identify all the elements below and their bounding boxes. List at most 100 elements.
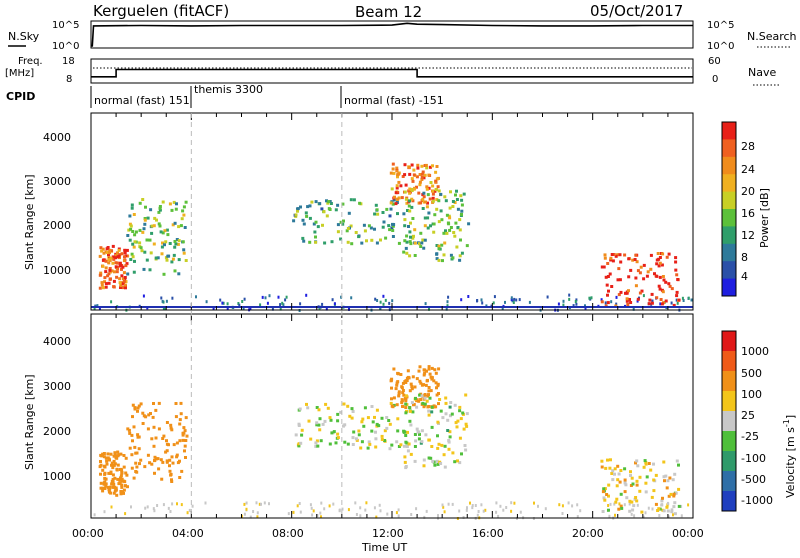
echo-cell-260 bbox=[137, 404, 141, 408]
echo-cell-129 bbox=[359, 514, 362, 518]
echo-cell-687 bbox=[443, 444, 447, 448]
echo-cell-678 bbox=[449, 253, 453, 257]
echo-cell-372 bbox=[374, 445, 378, 449]
power-cbar-tick-20: 20 bbox=[741, 185, 755, 198]
echo-cell-657 bbox=[431, 459, 435, 463]
echo-cell-473 bbox=[371, 420, 375, 424]
echo-cell-416 bbox=[296, 207, 300, 211]
echo-cell-182 bbox=[119, 476, 122, 480]
echo-cell-581 bbox=[416, 166, 420, 170]
echo-cell-39 bbox=[588, 296, 591, 300]
power-cbar-swatch-4 bbox=[722, 191, 736, 210]
echo-cell-502 bbox=[410, 385, 414, 389]
echo-cell-271 bbox=[136, 406, 140, 410]
echo-cell-32 bbox=[205, 300, 208, 304]
echo-cell-352 bbox=[161, 200, 165, 204]
echo-cell-644 bbox=[451, 451, 455, 455]
echo-cell-284 bbox=[153, 216, 157, 220]
echo-cell-56 bbox=[222, 301, 225, 305]
echo-cell-692 bbox=[419, 231, 423, 235]
echo-cell-127 bbox=[510, 296, 513, 300]
echo-cell-419 bbox=[405, 240, 409, 244]
echo-cell-142 bbox=[188, 508, 191, 512]
echo-cell-405 bbox=[396, 429, 400, 433]
noise-right-tick-top: 10^5 bbox=[707, 20, 734, 31]
echo-cell-488 bbox=[418, 365, 422, 369]
echo-cell-287 bbox=[181, 438, 185, 442]
echo-cell-534 bbox=[404, 183, 408, 187]
echo-cell-366 bbox=[174, 207, 178, 211]
station-title: Kerguelen (fitACF) bbox=[93, 2, 229, 20]
echo-cell-625 bbox=[459, 238, 462, 242]
echo-cell-787 bbox=[661, 275, 665, 278]
echo-cell-472 bbox=[336, 203, 340, 207]
echo-cell-199 bbox=[112, 482, 116, 486]
echo-cell-635 bbox=[455, 189, 458, 193]
echo-cell-383 bbox=[302, 239, 306, 243]
echo-cell-339 bbox=[156, 256, 160, 260]
echo-cell-198 bbox=[124, 456, 128, 460]
echo-cell-347 bbox=[131, 255, 135, 259]
echo-cell-431 bbox=[342, 424, 345, 428]
echo-cell-344 bbox=[136, 433, 140, 437]
echo-cell-520 bbox=[417, 191, 421, 195]
echo-cell-464 bbox=[336, 436, 340, 440]
echo-cell-357 bbox=[139, 246, 143, 250]
echo-cell-546 bbox=[428, 197, 432, 201]
velocity-colorbar-label: Velocity [m s-1] bbox=[782, 415, 797, 498]
vel-cbar-frame bbox=[721, 330, 737, 512]
echo-cell-486 bbox=[399, 373, 403, 376]
echo-cell-378 bbox=[301, 218, 305, 222]
echo-cell-160 bbox=[120, 252, 124, 256]
echo-cell-545 bbox=[400, 196, 404, 200]
echo-cell-342 bbox=[184, 439, 188, 442]
echo-cell-37 bbox=[575, 302, 578, 306]
echo-cell-440 bbox=[332, 430, 336, 434]
echo-cell-400 bbox=[348, 414, 352, 418]
echo-cell-697 bbox=[432, 230, 436, 234]
echo-cell-694 bbox=[405, 234, 409, 238]
xtick-6: 00:00 bbox=[672, 527, 704, 540]
echo-cell-735 bbox=[672, 303, 676, 307]
echo-cell-436 bbox=[360, 440, 364, 444]
echo-cell-237 bbox=[113, 485, 117, 489]
echo-cell-459 bbox=[339, 220, 343, 224]
echo-cell-791 bbox=[634, 496, 638, 499]
echo-cell-304 bbox=[160, 252, 164, 256]
echo-cell-768 bbox=[605, 493, 609, 496]
echo-cell-209 bbox=[123, 276, 127, 279]
echo-cell-327 bbox=[140, 249, 144, 253]
echo-cell-568 bbox=[427, 386, 431, 389]
xtick-2: 08:00 bbox=[272, 527, 304, 540]
echo-cell-239 bbox=[104, 266, 108, 270]
echo-cell-380 bbox=[390, 226, 394, 230]
echo-cell-517 bbox=[431, 189, 435, 193]
echo-cell-733 bbox=[667, 494, 671, 498]
echo-cell-2 bbox=[195, 295, 197, 299]
echo-cell-308 bbox=[132, 476, 136, 480]
vel-cbar-tick-neg500: -500 bbox=[741, 473, 766, 486]
echo-cell-636 bbox=[465, 244, 469, 248]
echo-cell-88 bbox=[176, 502, 178, 506]
echo-cell-808 bbox=[676, 278, 680, 281]
power-ytick-4000: 4000 bbox=[43, 131, 71, 144]
echo-cell-157 bbox=[107, 255, 111, 259]
echo-cell-57 bbox=[279, 307, 282, 311]
echo-cell-311 bbox=[169, 472, 173, 476]
echo-cell-807 bbox=[629, 470, 632, 474]
echo-cell-406 bbox=[342, 402, 346, 406]
vel-ytick-2000: 2000 bbox=[43, 425, 71, 438]
echo-cell-557 bbox=[422, 405, 426, 409]
echo-cell-72 bbox=[499, 504, 502, 508]
echo-cell-329 bbox=[161, 437, 165, 440]
echo-cell-622 bbox=[423, 224, 427, 228]
echo-cell-746 bbox=[631, 508, 635, 512]
echo-cell-211 bbox=[114, 261, 118, 265]
echo-cell-576 bbox=[419, 201, 422, 205]
echo-cell-387 bbox=[388, 214, 392, 218]
echo-cell-736 bbox=[658, 275, 662, 279]
echo-cell-292 bbox=[157, 427, 161, 431]
echo-cell-354 bbox=[158, 208, 162, 212]
echo-cell-458 bbox=[376, 212, 380, 216]
echo-cell-297 bbox=[131, 415, 134, 419]
